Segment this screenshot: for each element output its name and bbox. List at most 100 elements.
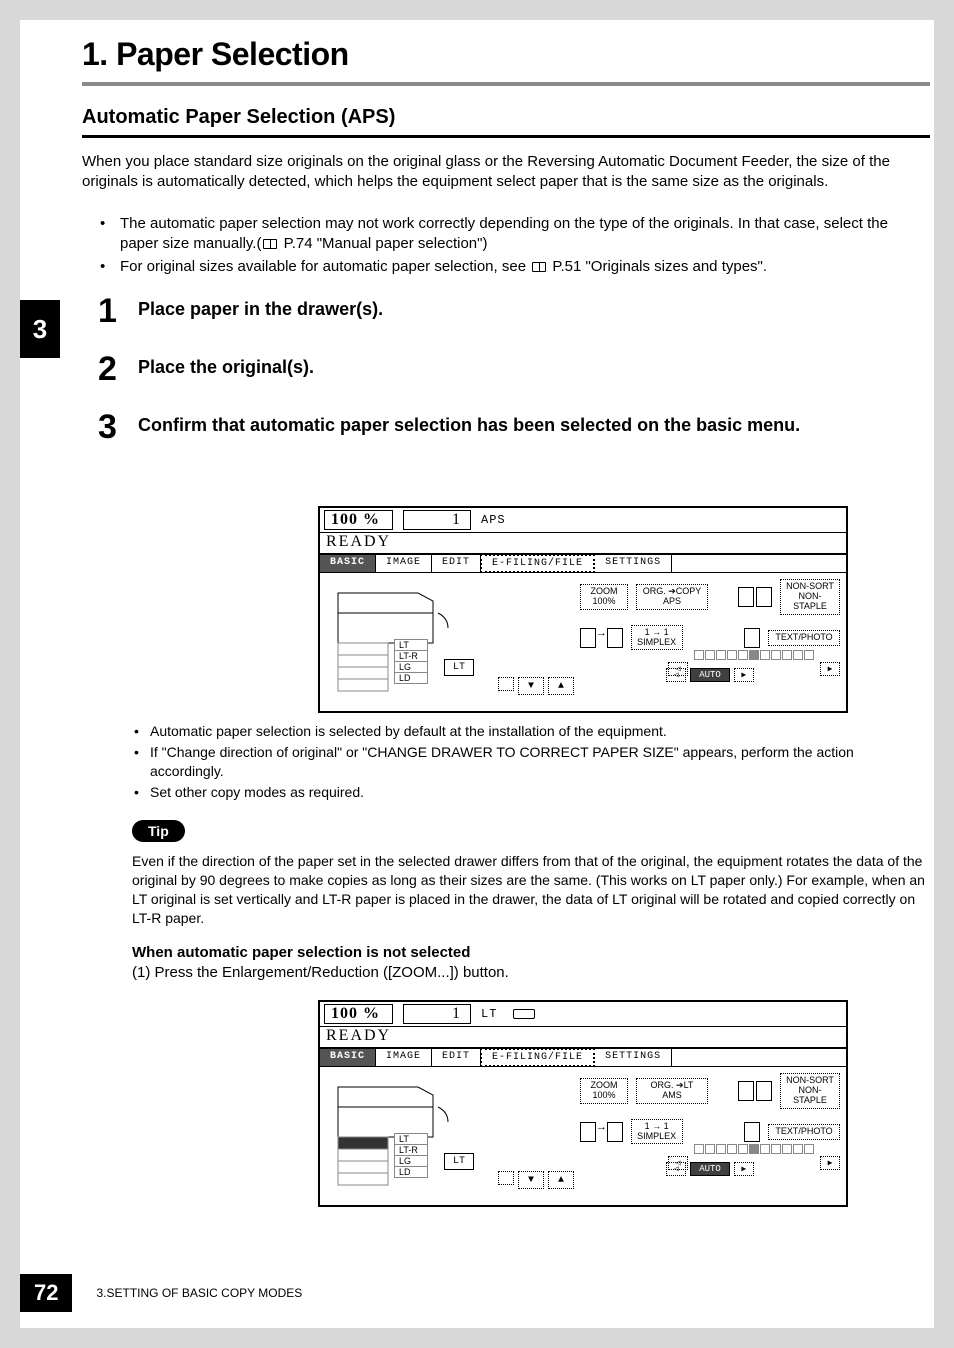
drawer-arrows: ▼ ▲	[498, 1171, 574, 1189]
tab-efiling[interactable]: E-FILING/FILE	[480, 1048, 595, 1067]
lcd-tabs: BASIC IMAGE EDIT E-FILING/FILE SETTINGS	[320, 553, 846, 573]
ready-label: READY	[320, 1027, 846, 1047]
simplex-button[interactable]: 1 → 1 SIMPLEX	[631, 625, 683, 651]
sort-icons	[738, 1081, 772, 1101]
step3-notes: Automatic paper selection is selected by…	[130, 722, 930, 804]
note-item: Automatic paper selection is selected by…	[130, 722, 930, 741]
chapter-tab: 3	[20, 300, 60, 358]
quantity: 1	[403, 510, 471, 530]
selected-size: LT	[444, 1153, 474, 1170]
book-icon	[263, 239, 277, 249]
nonsort-button[interactable]: NON-SORT NON-STAPLE	[780, 579, 840, 615]
auto-button[interactable]: AUTO	[690, 1162, 730, 1176]
drawer-ld: LD	[394, 1166, 428, 1178]
subtitle-bar: Automatic Paper Selection (APS)	[82, 106, 930, 138]
lcd-body: LT LT-R LG LD LT ▼ ▲ ZOOM 100% ORG. ➔LT …	[320, 1067, 846, 1205]
selected-size: LT	[444, 659, 474, 676]
drawer-arrows: ▼ ▲	[498, 677, 574, 695]
note-item: If "Change direction of original" or "CH…	[130, 743, 930, 781]
lcd-screenshot-1: 100 % 1 APS READY BASIC IMAGE EDIT E-FIL…	[318, 506, 848, 713]
page-icon	[756, 587, 772, 607]
drawer-ld: LD	[394, 672, 428, 684]
page-footer: 72 3.SETTING OF BASIC COPY MODES	[20, 1274, 302, 1312]
tab-settings[interactable]: SETTINGS	[595, 555, 672, 572]
intro-paragraph: When you place standard size originals o…	[82, 152, 930, 193]
tab-basic[interactable]: BASIC	[320, 1049, 376, 1066]
mode-icon	[744, 1122, 760, 1142]
simplex-button[interactable]: 1 → 1 SIMPLEX	[631, 1119, 683, 1145]
up-button[interactable]: ▲	[548, 677, 574, 695]
org-button[interactable]: ORG. ➔COPY APS	[636, 584, 708, 610]
textphoto-button[interactable]: TEXT/PHOTO	[768, 630, 840, 646]
textphoto-button[interactable]: TEXT/PHOTO	[768, 1124, 840, 1140]
tip-text: Even if the direction of the paper set i…	[132, 852, 930, 928]
when-instruction: (1) Press the Enlargement/Reduction ([ZO…	[132, 964, 509, 981]
ready-label: READY	[320, 533, 846, 553]
right2-button[interactable]: ▶	[734, 1162, 754, 1176]
down-button[interactable]: ▼	[518, 677, 544, 695]
zoom-percent: 100 %	[324, 510, 393, 530]
book-icon	[532, 262, 546, 272]
list-icon	[498, 1171, 514, 1185]
when-heading: When automatic paper selection is not se…	[132, 944, 470, 961]
zoom-button[interactable]: ZOOM 100%	[580, 1078, 628, 1104]
nonsort-button[interactable]: NON-SORT NON-STAPLE	[780, 1073, 840, 1109]
tip-badge: Tip	[132, 820, 185, 842]
lcd-header: 100 % 1 APS	[320, 508, 846, 533]
quantity: 1	[403, 1004, 471, 1024]
mode-label: APS	[481, 513, 506, 527]
subtitle: Automatic Paper Selection (APS)	[82, 106, 930, 129]
duplex-icons: →	[580, 628, 623, 648]
page-icon	[756, 1081, 772, 1101]
mode-label: LT	[481, 1007, 497, 1021]
tab-edit[interactable]: EDIT	[432, 555, 481, 572]
page-icon	[580, 628, 596, 648]
intro-bullets: The automatic paper selection may not wo…	[82, 214, 930, 279]
right2-button[interactable]: ▶	[734, 668, 754, 682]
auto-button[interactable]: AUTO	[690, 668, 730, 682]
page: 1. Paper Selection Automatic Paper Selec…	[20, 20, 934, 1328]
step-text: Place paper in the drawer(s).	[138, 298, 930, 321]
tab-image[interactable]: IMAGE	[376, 555, 432, 572]
lcd-header: 100 % 1 LT	[320, 1002, 846, 1027]
note-item: Set other copy modes as required.	[130, 783, 930, 802]
zoom-button[interactable]: ZOOM 100%	[580, 584, 628, 610]
page-number: 72	[20, 1274, 72, 1312]
bullet-item: The automatic paper selection may not wo…	[82, 214, 930, 255]
drawer-sizes: LT LT-R LG LD	[394, 639, 428, 683]
page-title: 1. Paper Selection	[82, 36, 930, 73]
footer-text: 3.SETTING OF BASIC COPY MODES	[96, 1286, 302, 1300]
lcd-screenshot-2: 100 % 1 LT READY BASIC IMAGE EDIT E-FILI…	[318, 1000, 848, 1207]
step-number: 1	[98, 294, 138, 328]
tab-efiling[interactable]: E-FILING/FILE	[480, 554, 595, 573]
tab-basic[interactable]: BASIC	[320, 555, 376, 572]
copier-diagram: LT LT-R LG LD LT ▼ ▲	[326, 579, 574, 705]
page-icon	[580, 1122, 596, 1142]
step-text: Place the original(s).	[138, 356, 930, 379]
step-2: 2 Place the original(s).	[98, 356, 930, 386]
zoom-percent: 100 %	[324, 1004, 393, 1024]
org-button[interactable]: ORG. ➔LT AMS	[636, 1078, 708, 1104]
page-icon	[738, 587, 754, 607]
down-button[interactable]: ▼	[518, 1171, 544, 1189]
keyboard-icon	[513, 1009, 535, 1019]
drawer-sizes: LT LT-R LG LD	[394, 1133, 428, 1177]
page-icon	[738, 1081, 754, 1101]
page-icon	[607, 1122, 623, 1142]
page-icon	[607, 628, 623, 648]
copier-diagram: LT LT-R LG LD LT ▼ ▲	[326, 1073, 574, 1199]
duplex-icons: →	[580, 1122, 623, 1142]
tab-image[interactable]: IMAGE	[376, 1049, 432, 1066]
tab-edit[interactable]: EDIT	[432, 1049, 481, 1066]
left2-button[interactable]: ◁	[666, 668, 686, 682]
up-button[interactable]: ▲	[548, 1171, 574, 1189]
left2-button[interactable]: ◁	[666, 1162, 686, 1176]
title-bar: 1. Paper Selection	[82, 36, 930, 86]
tab-settings[interactable]: SETTINGS	[595, 1049, 672, 1066]
lcd-options: ZOOM 100% ORG. ➔COPY APS NON-SORT NON-ST…	[580, 579, 840, 705]
step-number: 2	[98, 352, 138, 386]
steps-list: 1 Place paper in the drawer(s). 2 Place …	[98, 298, 930, 472]
bullet-item: For original sizes available for automat…	[82, 257, 930, 277]
step-number: 3	[98, 410, 138, 444]
list-icon	[498, 677, 514, 691]
